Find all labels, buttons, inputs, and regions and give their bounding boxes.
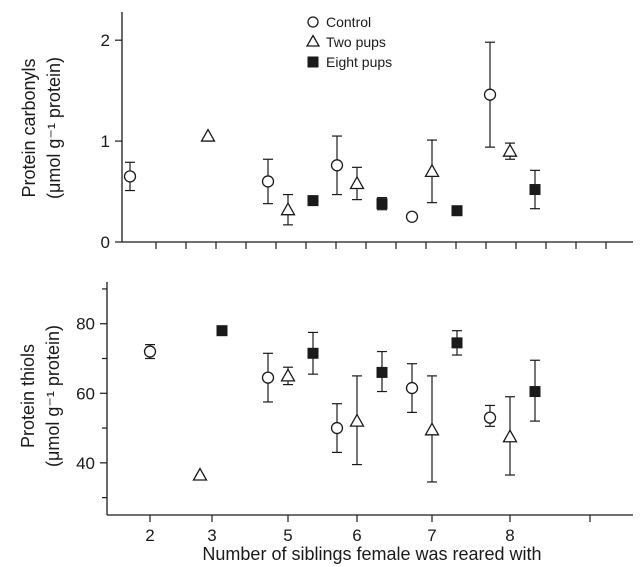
thiols-x-ticks: 2 3 5 6 7 8: [145, 515, 591, 545]
two-pups-point: [280, 368, 296, 382]
control-point: [405, 210, 419, 223]
two-pups-point: [200, 128, 216, 142]
control-point: [261, 371, 275, 384]
legend-control-marker: [307, 16, 319, 28]
carbonyls-marks: [123, 41, 541, 226]
two-pups-point: [349, 413, 365, 427]
thiols-y-tick-label: 40: [76, 454, 95, 473]
thiols-y-label-line2: (μmol g⁻¹ protein): [43, 325, 63, 467]
control-point: [330, 421, 344, 435]
eight-pups-point: [529, 184, 541, 196]
x-tick-label: 8: [505, 526, 514, 545]
carbonyls-y-tick-label: 2: [101, 31, 110, 50]
x-tick-label: 2: [145, 526, 154, 545]
legend-two-pups-label: Two pups: [326, 34, 386, 50]
carbonyls-x-ticks: [155, 242, 607, 249]
eight-pups-point: [376, 198, 388, 210]
eight-pups-point: [307, 195, 319, 207]
eight-pups-point: [529, 386, 541, 398]
two-pups-point: [424, 421, 440, 436]
carbonyls-y-tick-label: 1: [101, 132, 110, 151]
legend: Control Two pups Eight pups: [305, 14, 392, 70]
control-point: [123, 170, 137, 183]
eight-pups-point: [376, 366, 388, 378]
x-axis-title: Number of siblings female was reared wit…: [202, 544, 541, 564]
thiols-marks: [143, 325, 541, 483]
x-tick-label: 7: [427, 526, 436, 545]
two-pups-point: [349, 175, 365, 190]
control-point: [143, 345, 157, 358]
control-point: [483, 88, 497, 101]
carbonyls-y-label-line1: Protein carbonyls: [19, 58, 39, 197]
two-pups-point: [502, 428, 518, 443]
carbonyls-panel: Protein carbonyls (μmol g⁻¹ protein) 0 1 2…: [19, 12, 633, 252]
control-point: [405, 381, 419, 395]
control-point: [261, 175, 275, 188]
two-pups-point: [424, 163, 440, 178]
thiols-y-tick-label: 60: [76, 384, 95, 403]
legend-two-pups-marker: [305, 34, 321, 47]
eight-pups-point: [451, 337, 463, 349]
eight-pups-point: [307, 347, 319, 359]
control-point: [330, 159, 344, 172]
x-tick-label: 3: [207, 526, 216, 545]
legend-eight-pups-marker: [307, 56, 319, 68]
legend-eight-pups-label: Eight pups: [326, 54, 392, 70]
two-pups-point: [502, 143, 518, 157]
two-pups-point: [192, 467, 208, 481]
x-tick-label: 5: [283, 526, 292, 545]
carbonyls-y-ticks: 0 1 2: [101, 31, 122, 252]
eight-pups-point: [216, 325, 228, 337]
control-point: [483, 411, 497, 424]
thiols-y-label-line1: Protein thiols: [18, 344, 38, 448]
thiols-y-ticks: 40 60 80: [76, 288, 107, 499]
x-tick-label: 6: [352, 526, 361, 545]
carbonyls-y-tick-label: 0: [101, 233, 110, 252]
legend-control-label: Control: [326, 14, 371, 30]
thiols-panel: Protein thiols (μmol g⁻¹ protein) 40 60 80…: [18, 282, 633, 564]
thiols-y-tick-label: 80: [76, 315, 95, 334]
carbonyls-y-label-line2: (μmol g⁻¹ protein): [44, 57, 64, 199]
two-pups-point: [280, 201, 296, 216]
eight-pups-point: [451, 205, 463, 217]
